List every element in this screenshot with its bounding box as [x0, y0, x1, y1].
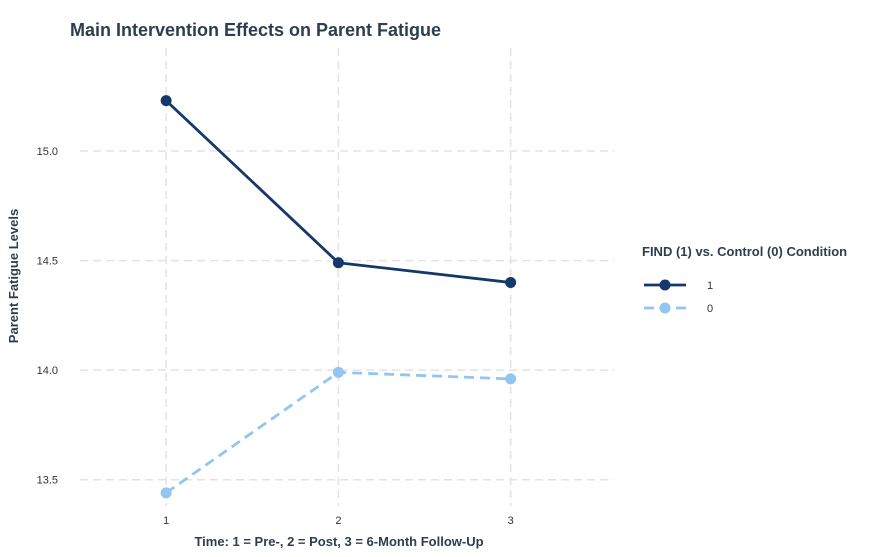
legend-title: FIND (1) vs. Control (0) Condition	[642, 244, 847, 259]
y-axis-title: Parent Fatigue Levels	[6, 209, 21, 343]
data-point	[505, 276, 517, 288]
data-point	[160, 487, 172, 499]
tick-labels: 13.5 14.0 14.5 15.0 1 2 3	[37, 146, 514, 527]
y-tick-label: 14.5	[37, 256, 58, 268]
data-point	[332, 257, 344, 269]
x-tick-label: 3	[508, 515, 514, 527]
legend-items: 10	[644, 279, 713, 315]
data-point	[160, 95, 172, 107]
y-tick-label: 15.0	[37, 146, 58, 158]
series-0	[160, 366, 517, 499]
legend-item-0: 0	[644, 302, 713, 315]
y-tick-label: 13.5	[37, 475, 58, 487]
data-point	[332, 366, 344, 378]
x-tick-label: 2	[335, 515, 341, 527]
legend-marker	[659, 279, 671, 291]
legend-label: 1	[707, 280, 713, 292]
legend-marker	[659, 302, 671, 314]
y-tick-label: 14.0	[37, 365, 58, 377]
legend-label: 0	[707, 303, 713, 315]
series-1	[160, 95, 517, 288]
chart-title: Main Intervention Effects on Parent Fati…	[70, 20, 441, 40]
x-axis-title: Time: 1 = Pre-, 2 = Post, 3 = 6-Month Fo…	[194, 534, 483, 549]
data-point	[505, 373, 517, 385]
legend: FIND (1) vs. Control (0) Condition 10	[642, 244, 847, 315]
legend-item-1: 1	[644, 279, 713, 292]
x-tick-label: 1	[163, 515, 169, 527]
grid	[80, 48, 614, 506]
series-layer	[160, 95, 517, 499]
